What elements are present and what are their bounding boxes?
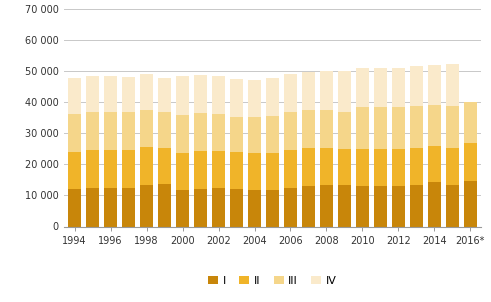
Bar	[86, 111, 99, 150]
Bar	[446, 106, 459, 148]
Bar	[230, 189, 243, 226]
Bar	[104, 188, 117, 226]
Bar	[122, 113, 136, 150]
Bar	[122, 77, 136, 113]
Bar	[302, 72, 315, 110]
Bar	[212, 188, 225, 226]
Bar	[86, 76, 99, 111]
Bar	[194, 75, 207, 114]
Bar	[446, 185, 459, 226]
Bar	[374, 186, 387, 226]
Bar	[338, 149, 351, 185]
Bar	[302, 110, 315, 148]
Bar	[158, 113, 171, 148]
Bar	[140, 185, 153, 226]
Bar	[248, 117, 261, 153]
Bar	[86, 188, 99, 226]
Bar	[355, 186, 369, 226]
Bar	[338, 185, 351, 226]
Bar	[248, 153, 261, 190]
Bar	[230, 117, 243, 152]
Bar	[464, 182, 477, 226]
Bar	[409, 66, 423, 106]
Bar	[409, 185, 423, 226]
Bar	[392, 186, 405, 226]
Bar	[230, 152, 243, 189]
Bar	[158, 78, 171, 113]
Bar	[464, 143, 477, 182]
Bar	[68, 114, 82, 152]
Bar	[158, 148, 171, 184]
Bar	[284, 111, 297, 150]
Bar	[68, 152, 82, 189]
Bar	[355, 107, 369, 149]
Bar	[392, 68, 405, 107]
Bar	[464, 102, 477, 143]
Bar	[86, 150, 99, 188]
Bar	[176, 115, 190, 153]
Bar	[446, 148, 459, 185]
Bar	[266, 190, 279, 226]
Bar	[104, 112, 117, 150]
Bar	[176, 76, 190, 115]
Bar	[374, 107, 387, 149]
Bar	[428, 105, 441, 146]
Bar	[104, 150, 117, 188]
Bar	[140, 110, 153, 147]
Bar	[446, 64, 459, 106]
Bar	[338, 71, 351, 111]
Bar	[374, 149, 387, 186]
Bar	[302, 186, 315, 226]
Bar	[320, 148, 333, 185]
Bar	[392, 107, 405, 149]
Bar	[355, 68, 369, 107]
Bar	[194, 189, 207, 226]
Bar	[158, 184, 171, 226]
Bar	[409, 106, 423, 148]
Bar	[266, 153, 279, 190]
Bar	[266, 116, 279, 153]
Bar	[104, 76, 117, 112]
Bar	[320, 185, 333, 226]
Bar	[374, 68, 387, 107]
Bar	[284, 74, 297, 111]
Bar	[266, 78, 279, 116]
Bar	[320, 71, 333, 110]
Bar	[428, 65, 441, 105]
Bar	[248, 80, 261, 117]
Bar	[212, 114, 225, 151]
Bar	[212, 76, 225, 114]
Bar	[428, 182, 441, 226]
Bar	[176, 153, 190, 190]
Bar	[284, 150, 297, 188]
Bar	[230, 79, 243, 117]
Bar	[194, 114, 207, 151]
Bar	[355, 149, 369, 186]
Bar	[212, 151, 225, 188]
Bar	[122, 150, 136, 188]
Bar	[392, 149, 405, 186]
Bar	[320, 110, 333, 148]
Bar	[428, 146, 441, 182]
Bar	[409, 148, 423, 185]
Bar	[140, 147, 153, 185]
Legend: I, II, III, IV: I, II, III, IV	[204, 271, 341, 290]
Bar	[176, 190, 190, 226]
Bar	[284, 188, 297, 226]
Bar	[68, 189, 82, 226]
Bar	[248, 190, 261, 226]
Bar	[338, 111, 351, 149]
Bar	[194, 151, 207, 189]
Bar	[122, 188, 136, 226]
Bar	[68, 78, 82, 114]
Bar	[302, 148, 315, 186]
Bar	[140, 74, 153, 110]
